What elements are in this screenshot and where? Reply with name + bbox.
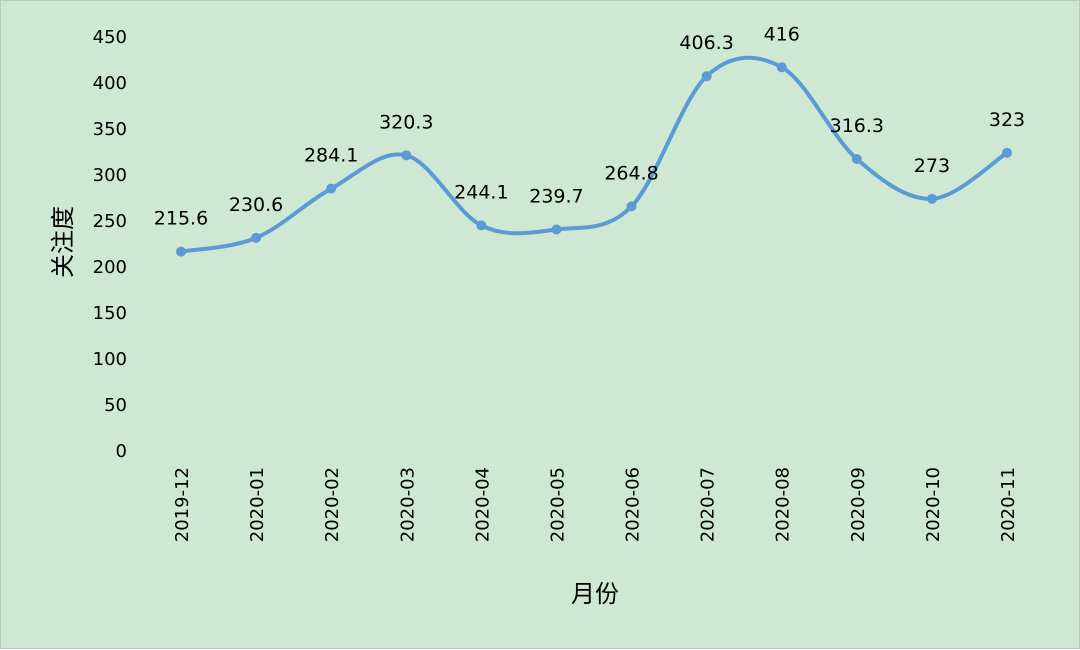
y-tick-label: 50 (104, 395, 127, 416)
y-tick-label: 200 (93, 257, 127, 278)
data-label: 284.1 (304, 145, 358, 167)
x-tick-label: 2020-07 (698, 467, 719, 542)
y-tick-label: 450 (93, 27, 127, 48)
x-tick-label: 2020-10 (923, 467, 944, 542)
data-label: 230.6 (229, 194, 283, 216)
y-tick-label: 150 (93, 303, 127, 324)
x-tick-label: 2020-05 (547, 467, 568, 542)
y-axis-ticks: 0 50 100 150 200 250 300 350 400 450 (93, 27, 127, 462)
data-label: 323 (989, 109, 1025, 131)
data-label: 406.3 (679, 32, 733, 54)
data-point (401, 150, 412, 161)
x-tick-label: 2020-02 (322, 467, 343, 542)
x-tick-label: 2020-08 (773, 467, 794, 542)
x-tick-label: 2019-12 (172, 467, 193, 542)
x-tick-label: 2020-01 (247, 467, 268, 542)
y-tick-label: 250 (93, 211, 127, 232)
data-label: 316.3 (830, 115, 884, 137)
data-point (851, 154, 862, 165)
y-tick-label: 0 (116, 441, 127, 462)
data-label: 215.6 (154, 208, 208, 230)
x-tick-label: 2020-09 (848, 467, 869, 542)
data-point (476, 220, 487, 231)
data-label: 264.8 (604, 162, 658, 184)
x-axis-title: 月份 (571, 580, 619, 608)
y-tick-label: 350 (93, 119, 127, 140)
x-axis-ticks: 2019-12 2020-01 2020-02 2020-03 2020-04 2020-… (172, 467, 1019, 542)
x-tick-label: 2020-11 (998, 467, 1019, 542)
data-point (926, 193, 937, 204)
data-label: 244.1 (454, 181, 508, 203)
data-point (1002, 147, 1012, 158)
y-tick-label: 100 (93, 349, 127, 370)
data-point (326, 183, 337, 194)
x-tick-label: 2020-03 (397, 467, 418, 542)
x-tick-label: 2020-06 (623, 467, 644, 542)
data-point (176, 246, 186, 257)
data-label: 320.3 (379, 111, 433, 133)
y-axis-title: 关注度 (49, 206, 77, 278)
y-tick-label: 400 (93, 73, 127, 94)
data-point (701, 71, 712, 82)
data-point (626, 201, 637, 212)
data-label: 239.7 (529, 185, 583, 207)
data-points (176, 62, 1012, 257)
y-tick-label: 300 (93, 165, 127, 186)
data-label: 416 (764, 23, 800, 45)
data-point (551, 224, 562, 235)
x-tick-label: 2020-04 (472, 467, 493, 542)
data-labels: 215.6 230.6 284.1 320.3 244.1 239.7 264.8 406.3… (154, 23, 1025, 229)
data-point (251, 232, 262, 243)
data-point (776, 62, 787, 73)
data-label: 273 (914, 155, 950, 177)
